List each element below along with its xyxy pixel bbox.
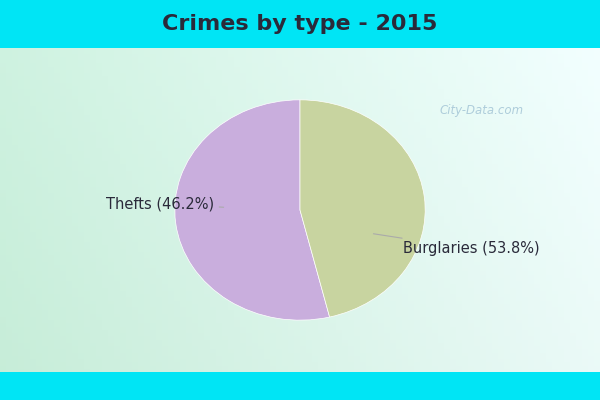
- Wedge shape: [175, 100, 329, 320]
- Text: Crimes by type - 2015: Crimes by type - 2015: [163, 14, 437, 34]
- Text: City-Data.com: City-Data.com: [440, 104, 524, 117]
- Text: Thefts (46.2%): Thefts (46.2%): [106, 196, 224, 211]
- Wedge shape: [300, 100, 425, 317]
- Text: Burglaries (53.8%): Burglaries (53.8%): [373, 234, 540, 256]
